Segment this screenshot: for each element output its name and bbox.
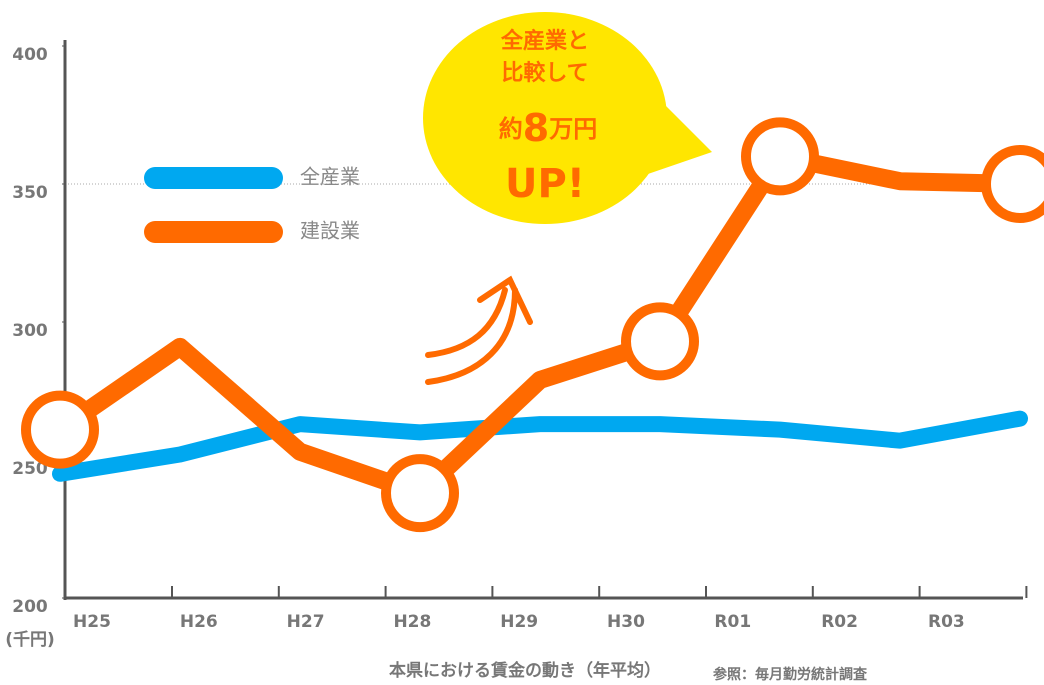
y-tick-label: 300 xyxy=(12,321,48,341)
point-marker xyxy=(21,390,99,469)
x-tick-label: H29 xyxy=(500,612,538,632)
callout-line: 全産業と xyxy=(500,28,589,54)
x-tick-label: H28 xyxy=(393,612,431,632)
y-tick-label: 200 xyxy=(12,597,48,617)
callout-suffix: 万円 xyxy=(549,115,597,143)
callout-highlight: 約8万円 xyxy=(499,106,597,150)
y-unit: (千円) xyxy=(5,630,55,650)
callout-bubble xyxy=(423,12,667,224)
plot: 200 250 300 350 400 H25 H26 H27 H28 H29 H30 R01 R02 R… xyxy=(12,45,1044,632)
x-tick-label: R03 xyxy=(928,612,965,632)
y-tick-label: 250 xyxy=(12,459,48,479)
callout-tail xyxy=(640,80,712,175)
y-tick-label: 400 xyxy=(12,45,48,65)
x-tick-label: R01 xyxy=(714,612,751,632)
up-arrow-icon xyxy=(425,275,533,385)
source: 参照：毎月勤労統計調査 xyxy=(713,666,868,683)
callout-up: UP! xyxy=(505,161,585,207)
x-tick-label: R02 xyxy=(821,612,858,632)
x-tick-label: H30 xyxy=(607,612,645,632)
point-marker xyxy=(381,454,459,533)
callout-line: 比較して xyxy=(501,60,588,86)
x-tick-label: H27 xyxy=(287,612,325,632)
x-tick-label: H25 xyxy=(73,612,111,632)
callout-prefix: 約 xyxy=(499,115,523,143)
point-marker xyxy=(741,117,819,196)
legend-label: 建設業 xyxy=(300,219,360,243)
series-line xyxy=(52,410,1028,482)
caption: 本県における賃金の動き（年平均） xyxy=(389,660,661,681)
series-line xyxy=(51,147,1029,503)
y-tick-label: 350 xyxy=(12,183,48,203)
legend-label: 全産業 xyxy=(300,165,360,189)
point-marker xyxy=(621,302,699,381)
point-marker xyxy=(981,145,1044,223)
x-tick-label: H26 xyxy=(180,612,218,632)
callout-number: 8 xyxy=(523,106,549,150)
